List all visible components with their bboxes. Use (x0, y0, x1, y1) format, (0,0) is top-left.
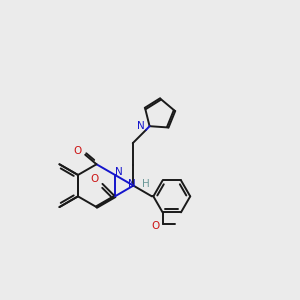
Text: N: N (128, 178, 135, 189)
Text: O: O (90, 174, 98, 184)
Text: H: H (142, 179, 150, 190)
Text: O: O (151, 221, 159, 231)
Text: N: N (115, 167, 122, 177)
Text: O: O (74, 146, 82, 156)
Text: N: N (137, 121, 145, 131)
